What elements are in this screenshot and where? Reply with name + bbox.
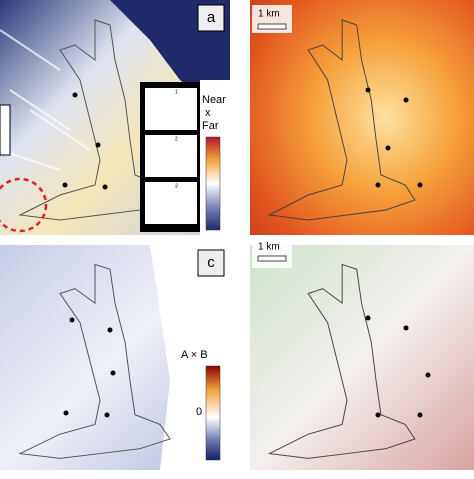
inset-label: 1 [175, 89, 178, 95]
scale-label: 1 km [258, 242, 280, 253]
legend-zero: 0 [196, 406, 202, 418]
label-box [197, 4, 225, 32]
points [365, 315, 431, 418]
legend-text: Near [202, 94, 226, 106]
inset-label: 3 [175, 183, 178, 189]
highlight-circle [0, 177, 48, 233]
panel-d: 1 km [250, 240, 474, 470]
points [62, 92, 108, 190]
panel-b: 1 km [250, 0, 474, 235]
panel-a: a 1 2 3 Near x Far [0, 0, 230, 235]
inset-label: 2 [175, 136, 178, 142]
inset-plot [145, 88, 197, 130]
map [250, 245, 474, 470]
points [365, 87, 423, 188]
scale-label: 1 km [258, 9, 280, 20]
points [63, 317, 116, 418]
label-box [197, 249, 225, 277]
panel-label: c [207, 254, 215, 271]
inset-box [0, 104, 11, 156]
legend-text: Far [202, 120, 219, 132]
colorbar [205, 365, 221, 461]
inset-plot [145, 182, 197, 224]
scale-bar [257, 255, 287, 262]
legend-title: A × B [181, 349, 208, 361]
colorbar [205, 136, 221, 231]
inset-plot [145, 135, 197, 177]
map [250, 0, 474, 235]
panel-c: c A × B 0 [0, 245, 230, 470]
panel-label: a [207, 9, 216, 26]
legend-text: x [205, 107, 211, 119]
scale-bar [257, 23, 287, 30]
scale-bg [252, 240, 292, 268]
